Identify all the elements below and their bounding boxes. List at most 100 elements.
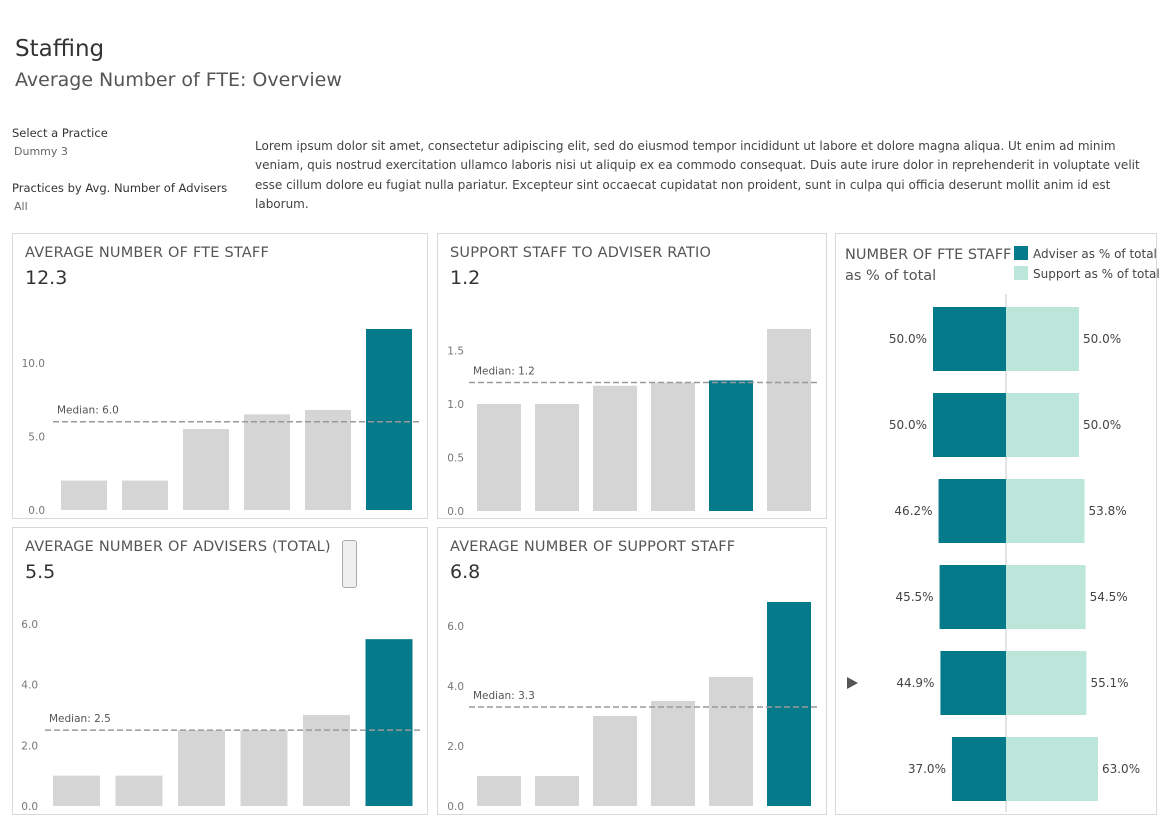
support-title: AVERAGE NUMBER OF SUPPORT STAFF	[450, 539, 736, 555]
practice-filter-label: Select a Practice	[12, 126, 108, 140]
bar	[767, 602, 811, 806]
bar	[365, 639, 413, 806]
y-tick-label: 4.0	[447, 681, 464, 693]
bar	[122, 480, 168, 510]
bar	[709, 677, 753, 806]
support-bar	[1006, 651, 1087, 715]
bar	[183, 429, 229, 510]
pct-title: NUMBER OF FTE STAFF	[845, 247, 1012, 263]
bar	[767, 329, 811, 511]
bar	[651, 382, 695, 511]
adviser-bar	[933, 307, 1006, 371]
support-chart: 0.0 2.0 4.0 6.0 Median: 3.3	[447, 602, 819, 813]
ratio-panel: 0.0 0.5 1.0 1.5 Median: 1.2 SUPPORT STAFF TO…	[437, 233, 827, 519]
support-pct-label: 55.1%	[1090, 676, 1128, 690]
bar	[61, 480, 107, 510]
adviser-bar	[951, 737, 1006, 801]
bar	[178, 730, 225, 806]
pct-panel: 50.0% 50.0% 50.0% 50.0% 46.2% 53.8% 45.5% 54.5%…	[835, 233, 1160, 815]
bar	[53, 775, 100, 806]
bar	[593, 385, 637, 511]
y-tick-label: 0.0	[21, 801, 38, 813]
fte-staff-value: 12.3	[25, 267, 68, 289]
median-label: Median: 3.3	[473, 690, 535, 702]
ratio-value: 1.2	[450, 267, 481, 289]
support-panel: 0.0 2.0 4.0 6.0 Median: 3.3 AVERAGE NUMBER O…	[437, 527, 827, 815]
bar	[305, 409, 351, 510]
bar	[477, 776, 521, 806]
bar	[593, 716, 637, 806]
bar	[366, 329, 412, 510]
adviser-pct-label: 46.2%	[894, 504, 932, 518]
support-bar	[1006, 737, 1098, 801]
support-bar	[1006, 307, 1079, 371]
advisers-title: AVERAGE NUMBER OF ADVISERS (TOTAL)	[25, 539, 331, 555]
legend-support-swatch	[1014, 266, 1028, 280]
legend-adviser[interactable]: Adviser as % of total	[1014, 246, 1157, 261]
adviser-pct-label: 50.0%	[889, 418, 927, 432]
bar	[535, 776, 579, 806]
support-pct-label: 50.0%	[1083, 332, 1121, 346]
ratio-title: SUPPORT STAFF TO ADVISER RATIO	[450, 245, 712, 261]
adviser-pct-label: 44.9%	[896, 676, 934, 690]
bar	[477, 403, 521, 511]
bar	[240, 730, 288, 806]
legend-adviser-swatch	[1014, 246, 1028, 260]
adviser-bar	[939, 565, 1006, 629]
y-tick-label: 0.5	[447, 452, 464, 464]
scroll-handle[interactable]	[342, 540, 357, 588]
description-text: Lorem ipsum dolor sit amet, consectetur …	[255, 139, 1140, 211]
adviser-bar	[940, 651, 1006, 715]
support-pct-label: 50.0%	[1083, 418, 1121, 432]
y-tick-label: 10.0	[22, 358, 45, 370]
fte-staff-chart: 0.0 5.0 10.0 Median: 6.0	[22, 329, 420, 517]
legend-support-label: Support as % of total	[1033, 267, 1160, 281]
adviser-pct-label: 50.0%	[889, 332, 927, 346]
median-label: Median: 2.5	[49, 713, 111, 725]
advisers-filter-dropdown[interactable]: All	[14, 200, 28, 213]
y-tick-label: 0.0	[447, 801, 464, 813]
practice-filter-dropdown[interactable]: Dummy 3	[14, 145, 68, 158]
median-label: Median: 1.2	[473, 366, 535, 378]
bar	[303, 715, 350, 806]
bar	[115, 775, 163, 806]
y-tick-label: 2.0	[21, 740, 38, 752]
y-tick-label: 0.0	[28, 505, 45, 517]
y-tick-label: 0.0	[447, 506, 464, 518]
adviser-bar	[933, 393, 1006, 457]
support-pct-label: 54.5%	[1090, 590, 1128, 604]
bar	[651, 701, 695, 806]
y-tick-label: 6.0	[447, 621, 464, 633]
support-pct-label: 63.0%	[1102, 762, 1140, 776]
bar	[709, 380, 753, 511]
adviser-pct-label: 45.5%	[895, 590, 933, 604]
page-title: Staffing	[15, 36, 105, 62]
advisers-panel: 0.0 2.0 4.0 6.0 Median: 2.5 AVERAGE NUMBER O…	[12, 527, 428, 815]
fte-staff-panel: 0.0 5.0 10.0 Median: 6.0 AVERAGE NUMBER OF …	[12, 233, 428, 519]
y-tick-label: 4.0	[21, 680, 38, 692]
y-tick-label: 5.0	[28, 431, 45, 443]
row-selected-arrow-icon	[847, 677, 858, 689]
support-bar	[1006, 565, 1086, 629]
bar	[535, 403, 579, 511]
advisers-chart: 0.0 2.0 4.0 6.0 Median: 2.5	[21, 619, 421, 813]
support-value: 6.8	[450, 561, 481, 583]
y-tick-label: 1.0	[447, 399, 464, 411]
advisers-value: 5.5	[25, 561, 56, 583]
legend-support[interactable]: Support as % of total	[1014, 266, 1160, 281]
support-bar	[1006, 479, 1085, 543]
y-tick-label: 6.0	[21, 619, 38, 631]
y-tick-label: 1.5	[447, 345, 464, 357]
pct-chart: 50.0% 50.0% 50.0% 50.0% 46.2% 53.8% 45.5% 54.5%…	[847, 294, 1140, 812]
support-pct-label: 53.8%	[1089, 504, 1127, 518]
fte-staff-title: AVERAGE NUMBER OF FTE STAFF	[25, 245, 270, 261]
y-tick-label: 2.0	[447, 741, 464, 753]
ratio-chart: 0.0 0.5 1.0 1.5 Median: 1.2	[447, 329, 819, 518]
adviser-bar	[938, 479, 1006, 543]
median-label: Median: 6.0	[57, 405, 119, 417]
page-subtitle: Average Number of FTE: Overview	[15, 69, 342, 91]
bar	[244, 414, 290, 510]
legend-adviser-label: Adviser as % of total	[1033, 247, 1157, 261]
advisers-filter-label: Practices by Avg. Number of Advisers	[12, 181, 228, 195]
pct-title-line2: as % of total	[845, 268, 937, 284]
